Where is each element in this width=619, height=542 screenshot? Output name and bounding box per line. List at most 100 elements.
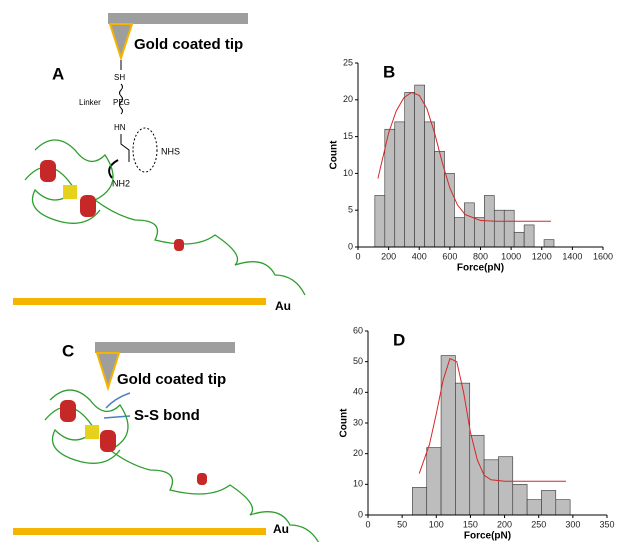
y-tick-label: 20	[353, 448, 363, 458]
bar	[526, 499, 542, 516]
bar	[513, 231, 525, 248]
y-axis-label: Count	[329, 140, 340, 170]
tip-label: Gold coated tip	[117, 371, 226, 388]
bar	[523, 224, 535, 248]
histogram-chart: 0 50 100 150 200 250 300 350 0 10 20 30 40 50 60 Force(…	[339, 325, 615, 541]
bar	[444, 173, 455, 248]
cantilever	[108, 13, 248, 24]
helix	[197, 473, 207, 485]
sheet	[85, 425, 99, 439]
y-tick-label: 0	[348, 241, 353, 251]
bar	[455, 382, 471, 516]
fit-curve	[377, 91, 551, 222]
y-tick-label: 10	[353, 479, 363, 489]
chem-label: NHS	[161, 146, 180, 156]
y-tick-label: 50	[353, 356, 363, 366]
gold-surface	[13, 298, 266, 305]
x-tick-label: 400	[412, 251, 427, 261]
gold-surface	[13, 528, 266, 535]
panel-a-diagram: Gold coated tip A SH Linker PEG HN NHS N…	[13, 13, 306, 313]
x-tick-label: 150	[463, 519, 478, 529]
bar	[512, 484, 528, 516]
bar	[374, 195, 386, 248]
linker-chain	[119, 83, 123, 115]
x-axis-label: Force(pN)	[457, 263, 504, 274]
x-tick-label: 250	[531, 519, 546, 529]
arrow	[108, 159, 119, 179]
arrow	[105, 392, 131, 409]
x-axis-label: Force(pN)	[464, 531, 511, 542]
bar	[543, 239, 555, 248]
panel-letter: D	[393, 330, 405, 349]
y-tick-label: 0	[358, 509, 363, 519]
helix	[100, 430, 116, 452]
bar	[384, 128, 396, 248]
panel-letter: B	[383, 62, 395, 81]
x-tick-label: 1400	[562, 251, 582, 261]
y-tick-label: 20	[343, 94, 353, 104]
bar	[498, 456, 514, 516]
tip-label: Gold coated tip	[134, 36, 243, 53]
helix	[40, 160, 56, 182]
cantilever	[95, 342, 235, 353]
y-tick-label: 60	[353, 325, 363, 335]
sheet	[63, 185, 77, 199]
bar	[404, 92, 415, 248]
protein	[49, 389, 320, 542]
bar	[483, 459, 499, 516]
bar	[414, 84, 425, 248]
y-tick-label: 25	[343, 57, 353, 67]
x-tick-label: 0	[355, 251, 360, 261]
surface-label: Au	[273, 522, 289, 536]
helix	[174, 239, 184, 251]
chem-label: Linker	[79, 98, 101, 107]
panel-c-diagram: Gold coated tip C S-S bond Au	[13, 341, 320, 542]
x-tick-label: 200	[381, 251, 396, 261]
x-tick-label: 0	[365, 519, 370, 529]
protein	[44, 406, 121, 464]
bar	[424, 121, 435, 248]
y-tick-label: 10	[343, 168, 353, 178]
bar	[555, 499, 571, 516]
bar	[503, 209, 515, 248]
y-tick-label: 30	[353, 417, 363, 427]
chem-label: NH2	[112, 178, 130, 188]
bar	[394, 121, 406, 248]
x-tick-label: 1600	[593, 251, 613, 261]
x-tick-label: 100	[429, 519, 444, 529]
fit-curve	[418, 357, 567, 482]
leaving-group	[132, 127, 158, 173]
chem-label: HN	[114, 123, 126, 132]
surface-label: Au	[275, 299, 291, 313]
x-tick-label: 800	[473, 251, 488, 261]
y-tick-label: 5	[348, 205, 353, 215]
helix	[60, 400, 76, 422]
x-tick-label: 50	[397, 519, 407, 529]
bar	[474, 217, 485, 248]
x-tick-label: 1200	[532, 251, 552, 261]
chem-label: PEG	[113, 98, 130, 107]
histogram-chart: 0 200 400 600 800 1000 1200 1400 1600 0 5 10 15 20 25 F…	[329, 57, 613, 273]
x-tick-label: 350	[599, 519, 614, 529]
tip	[108, 23, 134, 62]
x-tick-label: 300	[565, 519, 580, 529]
protein	[34, 139, 306, 296]
bar	[541, 490, 557, 516]
bar	[469, 434, 485, 516]
x-tick-label: 200	[497, 519, 512, 529]
x-tick-label: 1000	[501, 251, 521, 261]
bar	[426, 447, 442, 516]
y-axis-label: Count	[339, 408, 350, 438]
bond	[120, 134, 130, 162]
panel-letter: A	[52, 64, 64, 83]
helix	[80, 195, 96, 217]
chem-label: SH	[114, 73, 125, 82]
panel-letter: C	[62, 341, 74, 360]
x-tick-label: 600	[442, 251, 457, 261]
bar	[454, 217, 465, 248]
tip	[95, 352, 121, 392]
y-tick-label: 15	[343, 131, 353, 141]
bond-label: S-S bond	[134, 407, 200, 424]
bar	[412, 487, 428, 516]
